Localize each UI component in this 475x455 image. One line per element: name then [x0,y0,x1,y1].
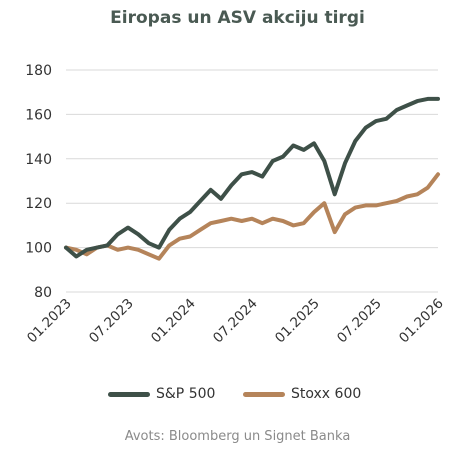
x-tick-label: 07.2025 [334,296,385,347]
series-line-sp500 [64,96,440,259]
x-tick-label: 01.2023 [24,296,75,347]
x-tick-label: 07.2024 [210,296,261,347]
chart-title: Eiropas un ASV akciju tirgi [110,8,365,28]
series-line-stoxx600 [64,172,440,261]
y-tick-label: 80 [34,285,52,301]
legend-swatch-sp500 [108,391,150,397]
legend-item-stoxx600: Stoxx 600 [243,384,361,404]
y-tick-label: 180 [25,63,52,79]
legend-item-sp500: S&P 500 [108,384,215,404]
y-tick-label: 140 [25,152,52,168]
y-tick-label: 100 [25,241,52,257]
legend: S&P 500 Stoxx 600 [0,384,475,404]
x-tick-label: 01.2025 [272,296,323,347]
x-tick-label: 01.2026 [396,296,447,347]
legend-label-stoxx600: Stoxx 600 [291,386,362,402]
source-note: Avots: Bloomberg un Signet Banka [124,429,351,444]
y-tick-label: 160 [25,107,52,123]
x-tick-label: 01.2024 [148,296,199,347]
x-tick-label: 07.2023 [86,296,137,347]
legend-label-sp500: S&P 500 [156,386,216,402]
legend-swatch-stoxx600 [243,391,285,397]
y-tick-label: 120 [25,196,52,212]
